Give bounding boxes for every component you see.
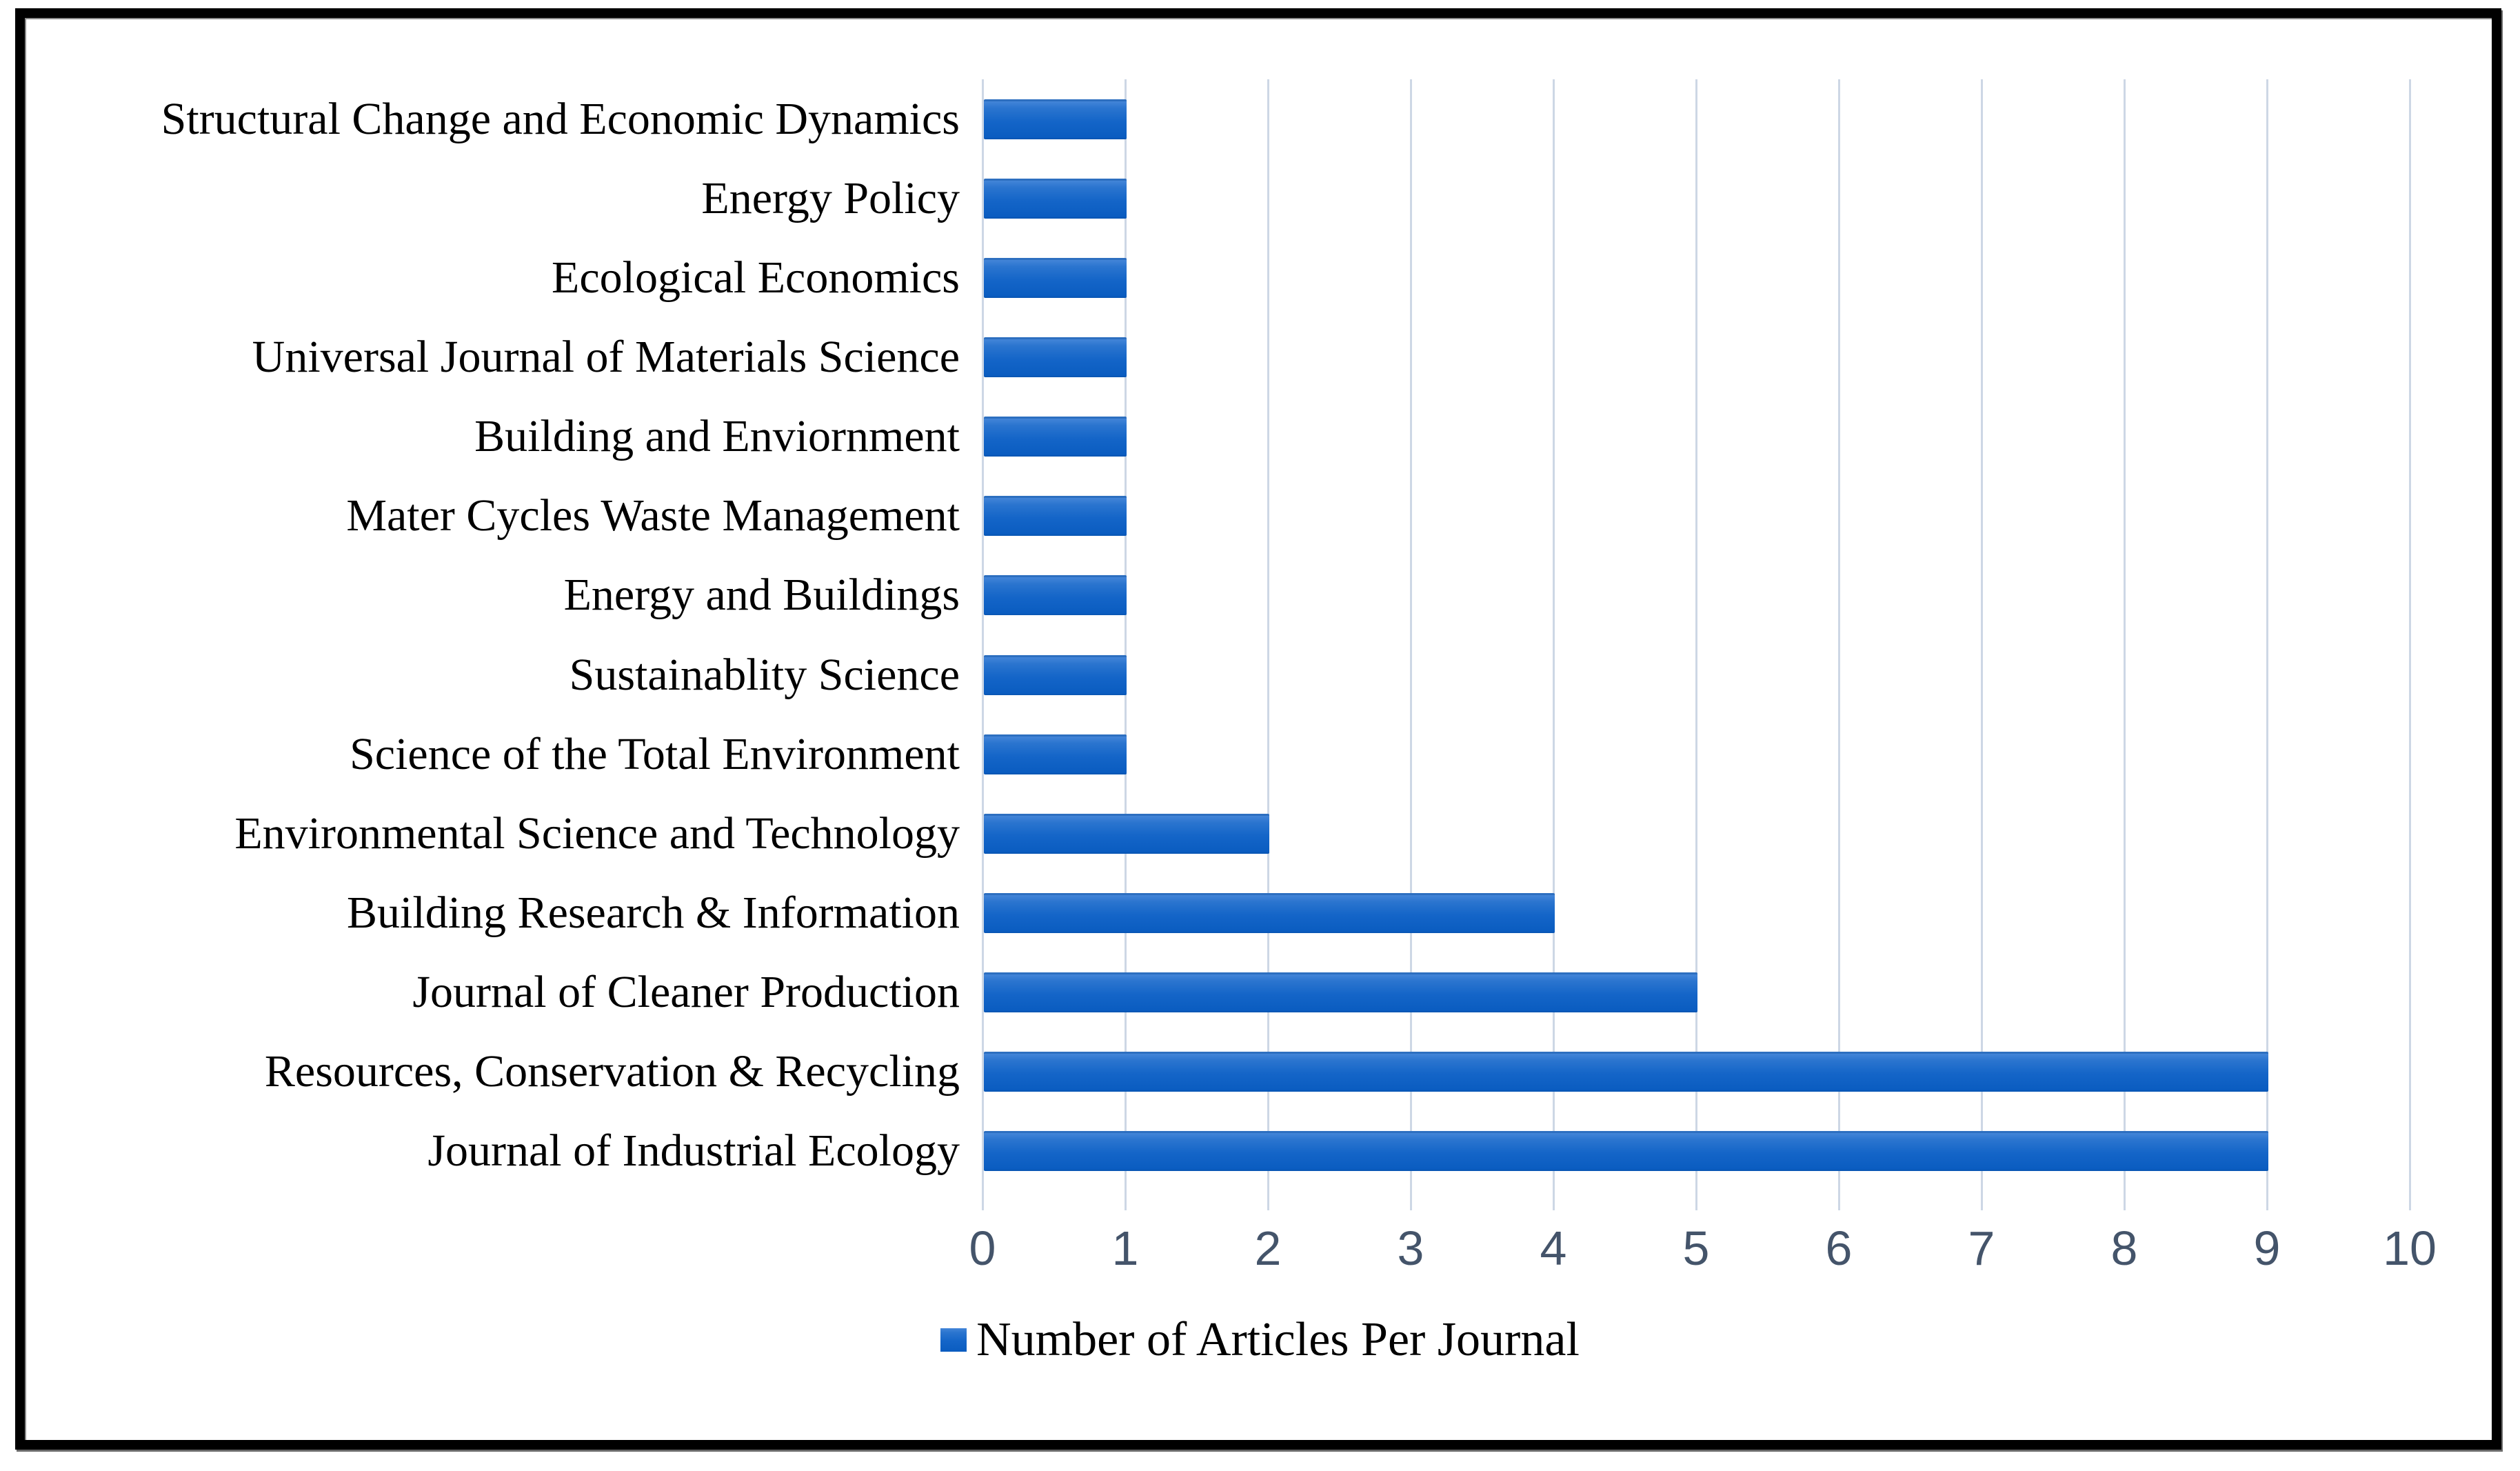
x-tick-label: 3	[1397, 1221, 1424, 1275]
gridline	[2266, 79, 2268, 1191]
gridline	[1409, 79, 1412, 1191]
axis-tick-mark	[1980, 1191, 1983, 1210]
legend-series-swatch-icon	[940, 1328, 967, 1352]
x-tick-label: 2	[1254, 1221, 1282, 1275]
bar	[984, 257, 1127, 298]
gridline	[1837, 79, 1840, 1191]
x-tick-label: 1	[1111, 1221, 1139, 1275]
bar	[984, 972, 1697, 1013]
gridline	[1267, 79, 1269, 1191]
category-label: Energy Policy	[701, 172, 960, 223]
x-tick-label: 7	[1968, 1221, 1995, 1275]
gridline	[2123, 79, 2126, 1191]
category-label: Ecological Economics	[552, 252, 960, 303]
x-tick-label: 9	[2253, 1221, 2281, 1275]
legend: Number of Articles Per Journal	[0, 1316, 2520, 1364]
x-tick-label: 5	[1682, 1221, 1710, 1275]
bar	[984, 734, 1127, 774]
x-tick-label: 0	[969, 1221, 996, 1275]
bar	[984, 1052, 2268, 1092]
x-tick-label: 8	[2110, 1221, 2138, 1275]
bar	[984, 813, 1269, 854]
category-label: Sustainablity Science	[569, 649, 960, 700]
axis-tick-mark	[1552, 1191, 1555, 1210]
category-label: Structural Change and Economic Dynamics	[161, 93, 960, 144]
category-label: Journal of Industrial Ecology	[427, 1125, 960, 1177]
axis-tick-mark	[1267, 1191, 1269, 1210]
figure-border	[15, 8, 2501, 1450]
axis-tick-mark	[1124, 1191, 1127, 1210]
axis-tick-mark	[2266, 1191, 2268, 1210]
gridline	[1695, 79, 1697, 1191]
axis-tick-mark	[1837, 1191, 1840, 1210]
gridline	[1124, 79, 1127, 1191]
category-label: Mater Cycles Waste Management	[346, 490, 960, 541]
gridline	[981, 79, 984, 1191]
axis-tick-mark	[2408, 1191, 2411, 1210]
axis-tick-mark	[2123, 1191, 2126, 1210]
category-label: Journal of Cleaner Production	[412, 967, 960, 1018]
axis-tick-mark	[981, 1191, 984, 1210]
category-label: Universal Journal of Materials Science	[252, 331, 960, 382]
legend-series-label: Number of Articles Per Journal	[976, 1313, 1580, 1366]
bar	[984, 496, 1127, 537]
x-tick-label: 4	[1540, 1221, 1567, 1275]
bar	[984, 893, 1555, 933]
bar	[984, 417, 1127, 457]
bar	[984, 654, 1127, 695]
category-label: Energy and Buildings	[563, 570, 960, 621]
category-label: Environmental Science and Technology	[234, 808, 960, 859]
category-label: Resources, Conservation & Recycling	[264, 1046, 960, 1097]
axis-tick-mark	[1695, 1191, 1697, 1210]
category-label: Building and Enviornment	[474, 411, 960, 462]
category-label: Science of the Total Environment	[350, 728, 960, 779]
category-label: Building Research & Information	[347, 887, 960, 938]
axis-tick-mark	[1409, 1191, 1412, 1210]
bar	[984, 178, 1127, 219]
gridline	[1980, 79, 1983, 1191]
gridline	[1552, 79, 1555, 1191]
bar	[984, 1131, 2268, 1172]
bar	[984, 575, 1127, 616]
x-tick-label: 10	[2383, 1221, 2437, 1275]
x-tick-label: 6	[1825, 1221, 1853, 1275]
gridline	[2408, 79, 2411, 1191]
bar	[984, 99, 1127, 139]
bar	[984, 337, 1127, 377]
